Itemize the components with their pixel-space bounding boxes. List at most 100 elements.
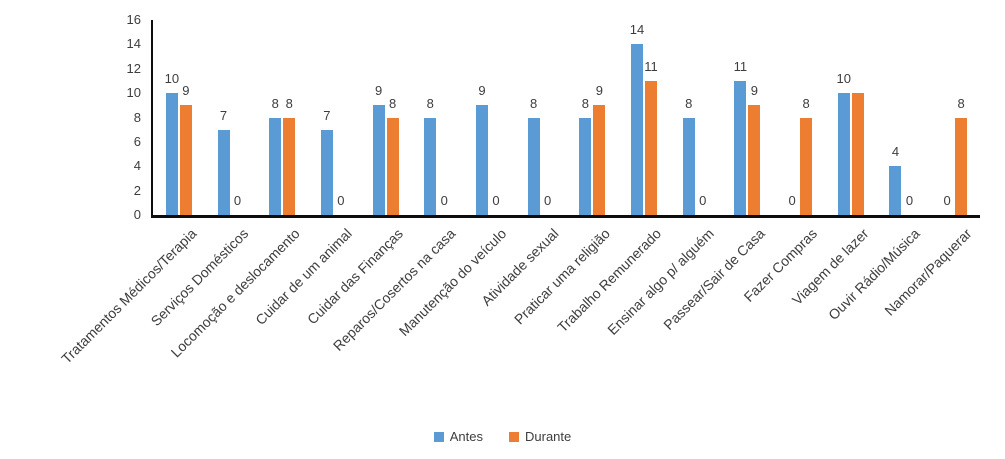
bar-slot-antes: 9: [372, 20, 385, 215]
y-axis: 0 2 4 6 8 10 12 14 16: [0, 0, 141, 240]
bar-slot-durante: 11: [644, 20, 658, 215]
y-tick-label: 10: [126, 85, 141, 101]
data-label-durante: 0: [699, 193, 707, 208]
bar-slot-antes: 8: [682, 20, 695, 215]
data-label-durante: 0: [544, 193, 552, 208]
bar-durante: [851, 93, 864, 215]
data-label-durante: 11: [644, 58, 658, 74]
bar-group: 14 11: [618, 20, 670, 215]
x-category-label: Cuidar de um animal: [251, 225, 355, 328]
y-tick-label: 6: [133, 133, 141, 149]
bar-slot-durante: 0: [697, 20, 709, 215]
bar-durante: [748, 105, 761, 215]
data-label-durante: 9: [750, 83, 759, 99]
y-tick-label: 14: [126, 36, 141, 52]
data-label-antes: 9: [478, 83, 486, 99]
bar-slot-antes: 9: [475, 20, 488, 215]
bar-slot-antes: 11: [733, 20, 748, 215]
data-label-durante: 0: [233, 193, 242, 208]
data-label-durante: 8: [388, 95, 397, 111]
bar-slot-antes: 7: [217, 20, 230, 215]
bar-slot-durante: 8: [283, 20, 296, 215]
legend-swatch-durante: [509, 431, 519, 442]
legend-label: Durante: [525, 429, 572, 444]
bar-durante: [386, 117, 399, 215]
x-category-label: Ouvir Rádio/Música: [825, 225, 924, 323]
data-label-antes: 8: [271, 95, 279, 111]
bar-durante: [179, 105, 192, 215]
bar-durante: [800, 117, 813, 215]
data-label-antes: 10: [836, 71, 852, 87]
bar-slot-antes: 10: [836, 20, 852, 215]
bar-antes: [424, 117, 437, 215]
data-label-durante: 8: [957, 95, 965, 111]
legend-item-antes: Antes: [433, 429, 483, 444]
bar-antes: [217, 129, 230, 215]
legend-label: Antes: [449, 429, 483, 444]
bar-slot-antes: 0: [786, 20, 798, 215]
data-label-durante: 0: [492, 193, 500, 208]
bar-slot-durante: 0: [232, 20, 244, 215]
legend: Antes Durante: [0, 429, 1005, 444]
data-label-antes: 14: [629, 22, 645, 38]
bar-slot-antes: 10: [165, 20, 179, 215]
bar-antes: [372, 105, 385, 215]
bar-slot-antes: 14: [629, 20, 645, 215]
data-label-antes: 9: [374, 83, 383, 99]
data-label-durante: 8: [802, 95, 810, 111]
bar-slot-durante: 8: [386, 20, 399, 215]
data-label-durante: 0: [905, 193, 914, 208]
bar-slot-antes: 8: [269, 20, 282, 215]
bar-antes: [837, 93, 850, 215]
y-axis-line: [151, 20, 153, 218]
legend-item-durante: Durante: [509, 429, 571, 444]
y-tick-label: 16: [126, 12, 141, 27]
data-label-durante: 9: [595, 83, 603, 99]
data-label-durante: 8: [285, 95, 293, 111]
bar-durante: [283, 117, 296, 215]
bar-slot-durante: 0: [490, 20, 502, 215]
data-label-durante: 0: [440, 193, 448, 208]
bar-slot-durante: 8: [955, 20, 968, 215]
bar-slot-durante: 0: [903, 20, 915, 215]
x-category-label: Praticar uma religião: [510, 225, 613, 328]
x-category-label: Cuidar das Finanças: [304, 225, 407, 328]
bar-slot-antes: 7: [320, 20, 333, 215]
bar-slot-antes: 4: [889, 20, 902, 215]
data-label-antes: 8: [581, 95, 589, 111]
data-label-antes: 11: [733, 58, 748, 74]
bar-slot-antes: 8: [424, 20, 437, 215]
data-label-antes: 7: [323, 107, 331, 123]
data-label-durante: 0: [337, 193, 345, 208]
bar-slot-durante: 9: [593, 20, 606, 215]
y-tick-label: 2: [133, 182, 141, 198]
bar-antes: [631, 44, 644, 215]
y-tick-label: 12: [126, 60, 141, 76]
bar-group: 10 9: [153, 20, 205, 215]
data-label-antes: 8: [426, 95, 434, 111]
bar-group: 10: [825, 20, 877, 215]
data-label-antes: 8: [530, 95, 538, 111]
y-tick-label: 4: [133, 158, 141, 174]
data-label-antes: 7: [219, 107, 228, 123]
x-category-label: Serviços Domésticos: [147, 225, 252, 330]
bar-slot-antes: 0: [941, 20, 953, 215]
bar-durante: [955, 117, 968, 215]
legend-swatch-antes: [433, 431, 444, 442]
data-label-antes: 0: [943, 193, 951, 208]
x-category-label: Passear/Sair de Casa: [660, 225, 769, 333]
